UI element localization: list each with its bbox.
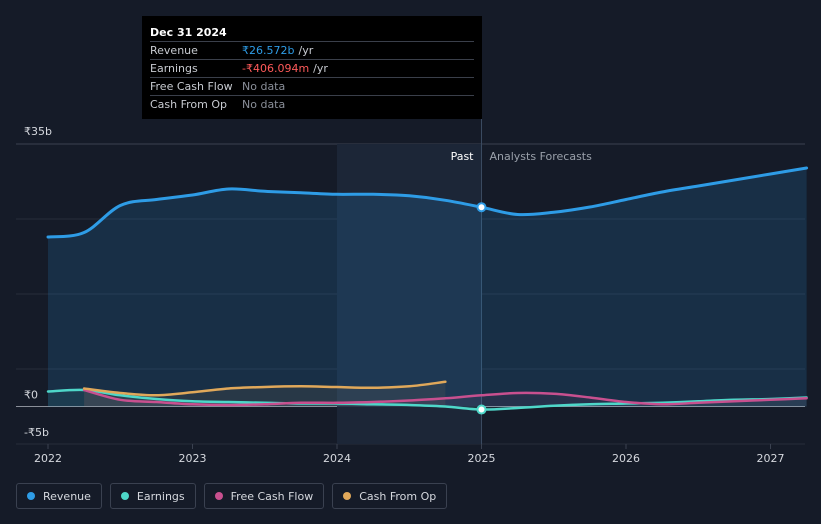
revenue-marker [476, 202, 487, 213]
tooltip-label: Revenue [150, 44, 198, 57]
chart-legend: Revenue Earnings Free Cash Flow Cash Fro… [16, 483, 448, 509]
x-tick-label: 2024 [323, 452, 351, 465]
tooltip-value: No data [242, 80, 286, 93]
x-tick-label: 2027 [757, 452, 785, 465]
x-axis-tick-labels: 2022 2023 2024 2025 2026 2027 [34, 444, 785, 465]
legend-label: Free Cash Flow [230, 489, 314, 503]
data-tooltip: Dec 31 2024 Revenue ₹26.572b /yr Earning… [142, 16, 482, 119]
legend-dot-icon [343, 492, 352, 500]
tooltip-unit: /yr [298, 44, 314, 57]
legend-label: Cash From Op [359, 489, 437, 503]
legend-label: Revenue [43, 489, 91, 503]
x-tick-label: 2023 [179, 452, 207, 465]
tooltip-value: No data [242, 98, 286, 111]
tooltip-date: Dec 31 2024 [150, 26, 227, 39]
area-fills [48, 168, 807, 410]
y-tick-label: ₹35b [24, 125, 52, 138]
tooltip-value: ₹26.572b [242, 44, 295, 57]
legend-item-cash-from-op[interactable]: Cash From Op [332, 483, 448, 509]
tooltip-unit: /yr [313, 62, 328, 75]
earnings-marker [476, 404, 487, 415]
y-tick-label: ₹0 [24, 389, 38, 402]
legend-item-free-cash-flow[interactable]: Free Cash Flow [203, 483, 325, 509]
free-cash-flow-line [82, 388, 808, 407]
tooltip-value: -₹406.094m [242, 62, 310, 75]
region-labels: Past Analysts Forecasts [451, 150, 593, 163]
past-label: Past [451, 150, 475, 163]
x-tick-label: 2022 [34, 452, 62, 465]
forecast-label: Analysts Forecasts [490, 150, 593, 163]
tooltip-row-earnings: Earnings -₹406.094m /yr [150, 59, 474, 77]
x-tick-label: 2025 [468, 452, 496, 465]
tooltip-label: Cash From Op [150, 98, 228, 111]
revenue-line [46, 166, 809, 239]
legend-dot-icon [27, 492, 35, 500]
tooltip-row-free-cash-flow: Free Cash Flow No data [150, 77, 474, 95]
tooltip-label: Free Cash Flow [150, 80, 233, 93]
series-markers [476, 202, 487, 415]
legend-dot-icon [120, 492, 129, 500]
legend-item-revenue[interactable]: Revenue [16, 483, 102, 509]
tooltip-label: Earnings [150, 62, 198, 75]
legend-label: Earnings [136, 489, 185, 503]
legend-dot-icon [214, 492, 223, 500]
revenue-area [48, 168, 807, 407]
legend-item-earnings[interactable]: Earnings [109, 483, 196, 509]
tooltip-row-revenue: Revenue ₹26.572b /yr [150, 41, 474, 59]
y-axis-tick-labels: ₹35b ₹0 -₹5b [24, 125, 52, 439]
tooltip-row-cash-from-op: Cash From Op No data [150, 95, 474, 113]
cash-from-op-line [82, 380, 447, 397]
y-tick-label: -₹5b [24, 426, 49, 439]
series-lines [46, 166, 809, 411]
earnings-line [46, 388, 808, 411]
x-tick-label: 2026 [612, 452, 640, 465]
